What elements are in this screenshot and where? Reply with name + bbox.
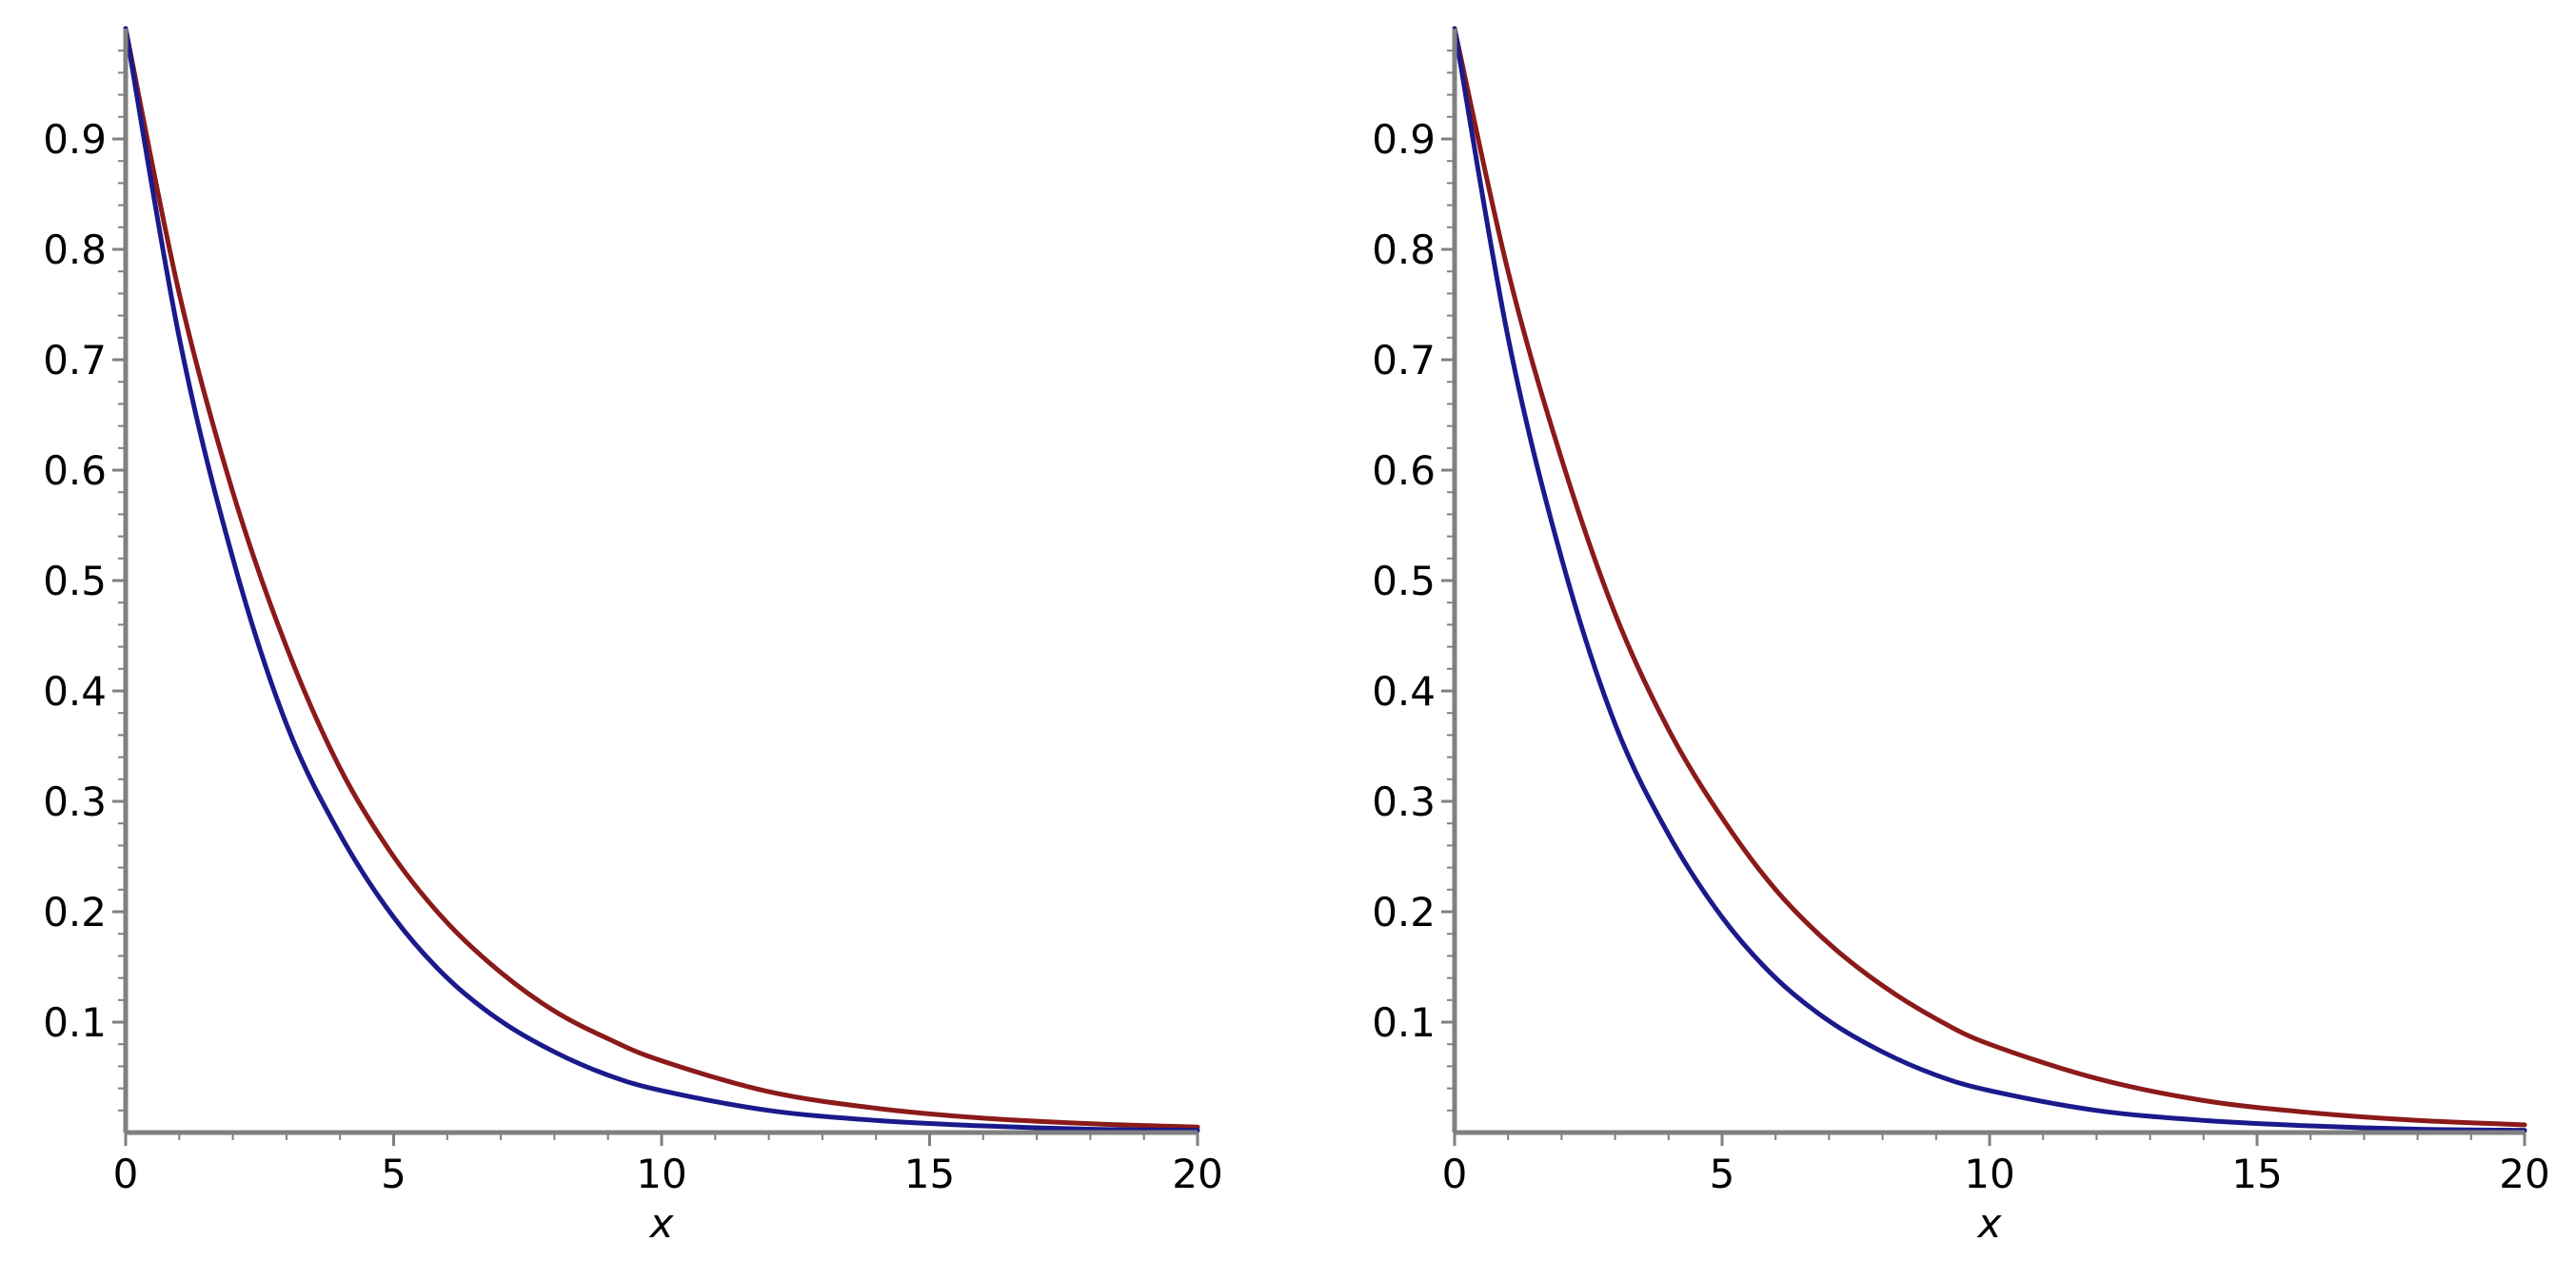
- x-axis-title: x: [648, 1200, 675, 1247]
- x-tick-label: 10: [1964, 1151, 2014, 1197]
- series-line-2: [1452, 26, 2527, 1133]
- y-tick-label: 0.1: [1372, 999, 1436, 1046]
- y-tick-label: 0.7: [43, 337, 107, 384]
- y-tick-label: 0.8: [1372, 227, 1436, 273]
- x-axis-title: x: [1976, 1200, 2003, 1247]
- y-tick-label: 0.8: [43, 227, 107, 273]
- y-tick-label: 0.5: [1372, 558, 1436, 604]
- y-tick-label: 0.7: [1372, 337, 1436, 384]
- y-tick-label: 0.4: [1372, 668, 1436, 715]
- right-plot-panel: 0 5 10 15 20 0.1 0.2 0.3 0.4 0.5 0.6 0.7 0.8 0.9 x: [1372, 26, 2550, 1247]
- x-tick-label: 15: [904, 1151, 955, 1197]
- y-tick-label: 0.3: [43, 778, 107, 825]
- series-line-1: [1452, 26, 2527, 1128]
- x-tick-label: 15: [2231, 1151, 2282, 1197]
- y-tick-label: 0.2: [1372, 889, 1436, 936]
- x-tick-label: 5: [381, 1151, 406, 1197]
- series-line-2: [123, 26, 1200, 1133]
- y-tick-label: 0.3: [1372, 778, 1436, 825]
- y-tick-label: 0.2: [43, 889, 107, 936]
- y-tick-label: 0.4: [43, 668, 107, 715]
- y-tick-label: 0.9: [43, 116, 107, 163]
- x-tick-label: 5: [1710, 1151, 1735, 1197]
- series-line-1: [123, 26, 1200, 1130]
- x-tick-label: 0: [113, 1151, 139, 1197]
- x-tick-label: 10: [636, 1151, 686, 1197]
- x-tick-label: 20: [1172, 1151, 1222, 1197]
- y-tick-label: 0.6: [43, 447, 107, 494]
- x-tick-label: 0: [1442, 1151, 1468, 1197]
- y-tick-label: 0.1: [43, 999, 107, 1046]
- x-tick-label: 20: [2499, 1151, 2549, 1197]
- y-tick-label: 0.6: [1372, 447, 1436, 494]
- y-tick-label: 0.9: [1372, 116, 1436, 163]
- left-plot-panel: 0 5 10 15 20 0.1 0.2 0.3 0.4 0.5 0.6 0.7 0.8 0.9 x: [43, 26, 1223, 1247]
- y-tick-label: 0.5: [43, 558, 107, 604]
